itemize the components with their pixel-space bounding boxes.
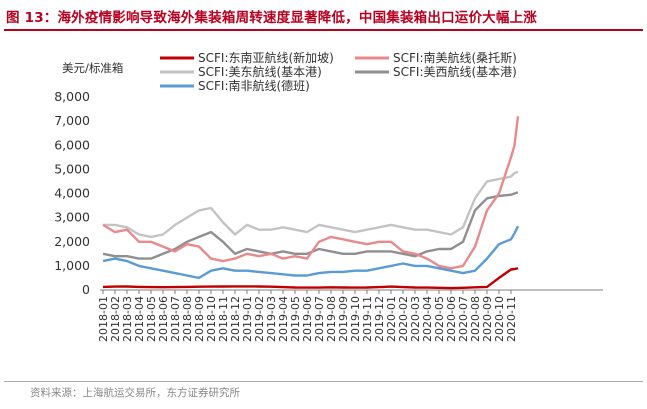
- x-tick-label: 2019-11: [361, 296, 374, 342]
- legend-entry: SCFI:东南亚航线(新加坡): [198, 50, 334, 65]
- source-note: 资料来源：上海航运交易所，东方证券研究所: [30, 387, 240, 399]
- series-line: [102, 191, 519, 260]
- series-line: [103, 170, 519, 239]
- x-tick-label: 2020-01: [385, 296, 398, 342]
- x-tick-label: 2020-03: [409, 296, 422, 342]
- x-tick-label: 2020-08: [469, 296, 482, 342]
- x-tick-label: 2020-07: [457, 296, 470, 342]
- x-tick-label: 2020-09: [481, 296, 494, 342]
- y-tick-label: 5,000: [54, 161, 90, 176]
- y-tick-label: 6,000: [54, 137, 90, 152]
- x-tick-label: 2019-01: [241, 296, 254, 342]
- x-tick-label: 2018-08: [181, 296, 194, 342]
- figure-title: 图 13：海外疫情影响导致海外集装箱周转速度显著降低，中国集装箱出口运价大幅上涨: [6, 10, 537, 26]
- y-tick-label: 2,000: [54, 234, 90, 249]
- y-axis-label: 美元/标准箱: [62, 61, 123, 75]
- legend-entry: SCFI:美东航线(基本港): [198, 64, 322, 79]
- series-line: [102, 225, 520, 280]
- series-lines: [102, 116, 520, 290]
- x-tick-label: 2020-04: [421, 296, 434, 342]
- series-line: [102, 116, 520, 270]
- y-tick-label: 1,000: [54, 258, 90, 273]
- x-tick-label: 2019-02: [253, 296, 266, 342]
- x-tick-label: 2019-10: [349, 296, 362, 342]
- x-tick-label: 2018-01: [97, 296, 110, 342]
- y-tick-label: 7,000: [54, 113, 90, 128]
- x-tick-label: 2018-11: [217, 296, 230, 342]
- legend-entry: SCFI:美西航线(基本港): [393, 64, 517, 79]
- source-rule: [4, 381, 643, 382]
- x-tick-label: 2019-08: [325, 296, 338, 342]
- x-tick-label: 2018-03: [121, 296, 134, 342]
- x-tick-label: 2019-06: [301, 296, 314, 342]
- x-tick-label: 2020-05: [433, 296, 446, 342]
- x-tick-label: 2018-02: [109, 296, 122, 342]
- x-tick-label: 2020-06: [445, 296, 458, 342]
- x-tick-label: 2018-12: [229, 296, 242, 342]
- x-tick-label: 2019-03: [265, 296, 278, 342]
- x-tick-label: 2019-12: [373, 296, 386, 342]
- x-tick-label: 2020-10: [493, 296, 506, 342]
- legend: SCFI:东南亚航线(新加坡) SCFI:南美航线(桑托斯) SCFI:美东航线(基…: [160, 50, 517, 93]
- x-tick-label: 2018-05: [145, 296, 158, 342]
- x-tick-label: 2018-04: [133, 296, 146, 342]
- y-tick-label: 0: [82, 282, 90, 297]
- legend-entry: SCFI:南非航线(德班): [198, 78, 310, 93]
- x-tick-label: 2019-04: [277, 296, 290, 342]
- x-tick-label: 2018-07: [169, 296, 182, 342]
- legend-entry: SCFI:南美航线(桑托斯): [393, 50, 517, 65]
- x-tick-label: 2018-10: [205, 296, 218, 342]
- x-tick-label: 2019-09: [337, 296, 350, 342]
- x-tick-label: 2018-09: [193, 296, 206, 342]
- x-tick-label: 2019-05: [289, 296, 302, 342]
- x-tick-label: 2018-06: [157, 296, 170, 342]
- x-tick-label: 2020-02: [397, 296, 410, 342]
- y-axis-ticks: 0 1,000 2,000 3,000 4,000 5,000 6,000 7,000 8,00…: [54, 89, 90, 297]
- y-tick-label: 4,000: [54, 186, 90, 201]
- x-tick-label: 2019-07: [313, 296, 326, 342]
- y-tick-label: 3,000: [54, 210, 90, 225]
- y-tick-label: 8,000: [54, 89, 90, 104]
- series-line: [102, 267, 519, 290]
- x-tick-label: 2020-11: [505, 296, 518, 342]
- title-rule: [4, 29, 643, 31]
- x-axis-ticks: 2018-01 2018-02 2018-03 2018-04 2018-05 2018-…: [97, 290, 518, 342]
